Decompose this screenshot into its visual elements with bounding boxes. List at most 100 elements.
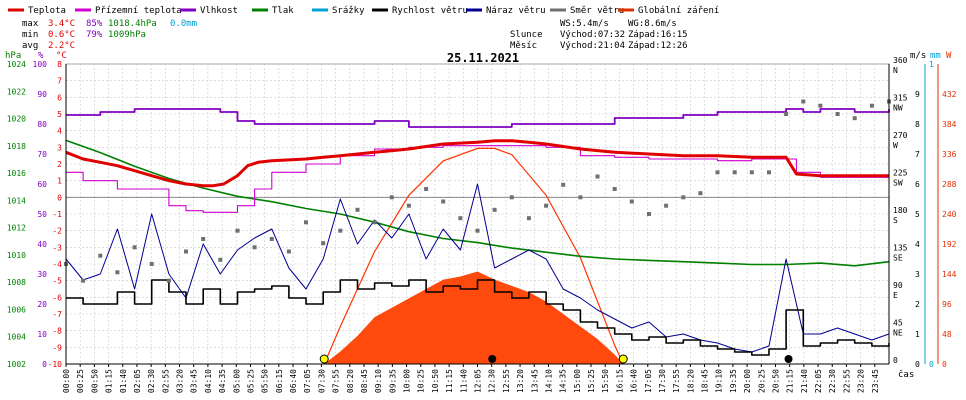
radiation-tick: 0 <box>942 360 947 369</box>
radiation-tick: 48 <box>942 330 952 339</box>
radiation-tick: 336 <box>942 150 957 159</box>
wind-direction-dot <box>235 228 240 233</box>
stats-block: max 3.4°C 85% 1018.4hPa 0.0mm min 0.6°C … <box>22 19 197 51</box>
wind-direction-dot <box>647 212 651 216</box>
radiation-tick: 96 <box>942 300 952 309</box>
pressure-tick: 1016 <box>7 169 26 178</box>
direction-tick: SW <box>893 179 903 188</box>
wind-direction-dot <box>869 103 874 108</box>
time-tick-label: 12:55 <box>502 369 511 393</box>
moon-marker <box>488 355 497 363</box>
time-tick-label: 20:25 <box>757 369 766 393</box>
radiation-tick: 192 <box>942 240 957 249</box>
legend-item: Tlak <box>272 6 294 16</box>
pressure-tick: 1012 <box>7 224 26 233</box>
wind-tick: 8 <box>915 120 920 129</box>
wind-direction-dot <box>715 170 720 175</box>
temperature-tick: 0 <box>57 193 62 202</box>
time-tick-label: 22:30 <box>828 369 837 393</box>
temperature-unit: °C <box>56 51 67 61</box>
wind-direction-dot <box>458 216 463 221</box>
direction-tick: 45 <box>893 319 903 328</box>
moon-rise: Východ:21:04 <box>560 41 625 51</box>
stats-min-hum: 79% <box>86 30 103 40</box>
humidity-tick: 30 <box>37 270 47 279</box>
astro-info: WS:5.4m/s WG:8.6m/s Slunce Východ:07:32 … <box>510 19 688 51</box>
stats-min-press: 1009hPa <box>108 30 146 40</box>
left-axes: 876543210-1-2-3-4-5-6-7-8-9-101009080706… <box>7 60 67 369</box>
wind-unit: m/s <box>910 51 926 61</box>
radiation-unit: W <box>946 51 952 61</box>
pressure-tick: 1022 <box>7 87 26 96</box>
time-tick-label: 11:15 <box>445 369 454 393</box>
time-tick-label: 03:45 <box>190 369 199 393</box>
stats-max-rain: 0.0mm <box>170 19 197 29</box>
wind-direction-dot <box>509 195 514 200</box>
direction-tick: 225 <box>893 169 908 178</box>
time-tick-label: 00:50 <box>90 369 99 393</box>
time-tick-label: 11:40 <box>459 369 468 393</box>
direction-tick: S <box>893 216 898 225</box>
wind-direction-dot <box>835 112 840 116</box>
humidity-tick: 10 <box>37 330 47 339</box>
humidity-tick: 100 <box>33 60 48 69</box>
time-tick-label: 02:30 <box>147 369 156 393</box>
sun-label: Slunce <box>510 30 543 40</box>
wind-direction-dot <box>578 195 583 200</box>
direction-tick: 0 <box>893 356 898 365</box>
humidity-line <box>66 108 890 128</box>
humidity-tick: 90 <box>37 90 47 99</box>
wg-value: WG:8.6m/s <box>628 19 677 29</box>
pressure-unit: hPa <box>5 51 21 61</box>
pressure-tick: 1018 <box>7 142 26 151</box>
time-tick-label: 17:05 <box>644 369 653 393</box>
temperature-tick: 4 <box>57 127 62 136</box>
wind-direction-dot <box>218 257 223 262</box>
temperature-line <box>65 139 889 188</box>
wind-direction-dot <box>818 103 823 108</box>
legend-item: Srážky <box>332 6 365 16</box>
temperature-tick: -8 <box>52 327 62 336</box>
wind-direction-dot <box>664 203 669 208</box>
time-tick-label: 15:50 <box>601 369 610 393</box>
temperature-tick: 6 <box>57 93 62 102</box>
time-tick-label: 15:00 <box>573 369 582 393</box>
time-tick-label: 09:35 <box>388 369 397 393</box>
time-tick-label: 20:50 <box>771 369 780 393</box>
pressure-line <box>65 139 890 267</box>
rain-unit: mm <box>930 51 941 61</box>
wind-direction-dot <box>269 237 274 241</box>
time-tick-label: 10:25 <box>417 369 426 393</box>
direction-tick: NE <box>893 329 903 338</box>
legend-item: Rychlost větru <box>392 6 468 16</box>
humidity-tick: 0 <box>42 360 47 369</box>
time-tick-label: 14:35 <box>559 369 568 393</box>
temperature-tick: -10 <box>48 360 63 369</box>
wind-direction-dot <box>681 195 686 200</box>
wind-direction-dot <box>286 249 291 254</box>
time-tick-label: 16:40 <box>630 369 639 393</box>
humidity-tick: 50 <box>37 210 47 219</box>
wind-direction-dot <box>595 174 600 179</box>
time-tick-label: 20:00 <box>743 369 752 393</box>
time-unit: čas <box>898 369 914 380</box>
wind-direction-dot <box>852 116 857 121</box>
direction-tick: W <box>893 141 898 150</box>
wind-direction-dot <box>629 199 634 204</box>
pressure-tick: 1002 <box>7 360 26 369</box>
legend-item: Náraz větru <box>486 6 546 16</box>
direction-tick: 270 <box>893 131 908 140</box>
temperature-tick: 8 <box>57 60 62 69</box>
time-tick-label: 10:00 <box>403 369 412 393</box>
wind-direction-dot <box>544 203 549 208</box>
wind-direction-dot <box>389 195 394 200</box>
time-tick-label: 06:15 <box>275 369 284 393</box>
temperature-tick: -5 <box>52 277 62 286</box>
wind-tick: 3 <box>915 270 920 279</box>
direction-tick: 180 <box>893 206 908 215</box>
wind-direction-dot <box>81 278 86 283</box>
wind-direction-dot <box>801 99 806 104</box>
time-tick-label: 02:55 <box>161 369 170 393</box>
wind-direction-dot <box>166 278 171 283</box>
